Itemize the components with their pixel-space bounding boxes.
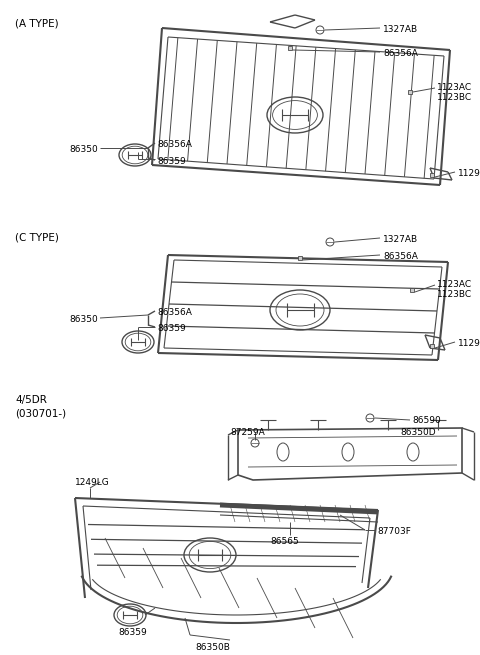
Text: 86356A: 86356A bbox=[157, 140, 192, 149]
Text: 1123AC: 1123AC bbox=[437, 280, 472, 289]
Text: 86356A: 86356A bbox=[383, 49, 418, 58]
Text: 87703F: 87703F bbox=[377, 527, 411, 536]
Text: 86350B: 86350B bbox=[195, 643, 230, 652]
Text: 86359: 86359 bbox=[118, 628, 147, 637]
Text: 86359: 86359 bbox=[157, 324, 186, 333]
Text: 1123AC: 1123AC bbox=[437, 83, 472, 92]
Text: 86359: 86359 bbox=[157, 157, 186, 166]
Text: 86565: 86565 bbox=[270, 537, 299, 546]
Text: 86356A: 86356A bbox=[383, 252, 418, 261]
Text: 87259A: 87259A bbox=[230, 428, 265, 437]
Text: 86350: 86350 bbox=[69, 315, 98, 324]
Text: 1327AB: 1327AB bbox=[383, 235, 418, 244]
Text: 86590: 86590 bbox=[412, 416, 441, 425]
Text: (030701-): (030701-) bbox=[15, 408, 66, 418]
Text: 1123BC: 1123BC bbox=[437, 93, 472, 102]
Text: (C TYPE): (C TYPE) bbox=[15, 232, 59, 242]
Text: 4/5DR: 4/5DR bbox=[15, 395, 47, 405]
Text: 86356A: 86356A bbox=[157, 308, 192, 317]
Text: 86350: 86350 bbox=[69, 145, 98, 154]
Text: 1123BC: 1123BC bbox=[437, 290, 472, 299]
Text: 1129AD: 1129AD bbox=[458, 339, 480, 348]
Text: 1129AD: 1129AD bbox=[458, 169, 480, 178]
Text: 1249LG: 1249LG bbox=[75, 478, 110, 487]
Text: (A TYPE): (A TYPE) bbox=[15, 18, 59, 28]
Text: 86350D: 86350D bbox=[400, 428, 436, 437]
Text: 1327AB: 1327AB bbox=[383, 25, 418, 34]
